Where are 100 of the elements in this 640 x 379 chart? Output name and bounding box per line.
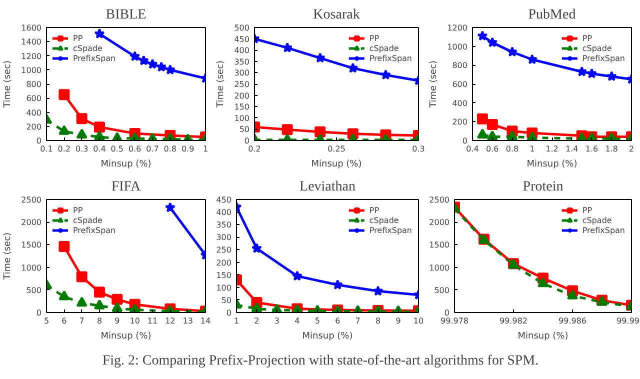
x-tick-label: 14 (200, 316, 211, 326)
legend-label: PrefixSpan (73, 225, 116, 235)
x-tick-label: 99.978 (440, 316, 469, 326)
y-tick-label: 200 (216, 258, 232, 268)
x-tick-label: 0.8 (164, 144, 177, 154)
y-tick-label: 1200 (21, 52, 42, 61)
y-tick-label: 300 (234, 68, 250, 78)
y-tick-label: 1500 (21, 240, 42, 250)
x-tick-label: 0.9 (181, 144, 194, 154)
y-tick-label: 250 (234, 80, 250, 89)
legend-label: PrefixSpan (582, 53, 625, 63)
point (94, 286, 105, 298)
x-tick-label: 0.2 (58, 144, 71, 154)
x-tick-label: 2 (254, 316, 260, 326)
point (58, 89, 70, 100)
x-tick-label: 10 (130, 316, 140, 326)
caption: Fig. 2: Comparing Prefix-Projection with state-of-the-art algorithms for SPM. (102, 354, 539, 368)
point (94, 300, 105, 310)
point (487, 37, 498, 48)
legend-label: PrefixSpan (369, 225, 412, 235)
x-tick-label: 5 (314, 316, 320, 326)
point (282, 124, 293, 136)
y-tick-label: 1000 (21, 263, 42, 272)
legend-label: cSpade (582, 215, 612, 225)
legend-label: cSpade (582, 43, 612, 53)
x-tick-label: 8 (96, 316, 102, 326)
x-tick-label: 4 (294, 316, 300, 326)
x-tick-label: 0.3 (75, 144, 88, 154)
y-tick-label: 200 (452, 118, 468, 127)
y-axis-title: Time (sec) (3, 60, 14, 109)
point (282, 42, 293, 52)
y-tick-label: 1400 (21, 38, 42, 47)
y-tick-label: 2500 (429, 196, 450, 204)
y-axis-title: Time (sec) (216, 60, 226, 109)
x-tick-label: 2 (628, 144, 634, 154)
y-tick-label: 800 (452, 61, 468, 70)
x-tick-label: 1 (234, 316, 240, 326)
point (58, 125, 70, 135)
chart-title: Leviathan (300, 180, 356, 194)
y-tick-label: 500 (234, 24, 250, 32)
y-tick-label: 350 (234, 57, 250, 66)
chart-title: PubMed (528, 8, 576, 22)
point (506, 46, 518, 57)
point (76, 296, 88, 307)
x-tick-label: 9 (396, 316, 401, 326)
legend-label: PP (369, 205, 380, 215)
y-tick-label: 450 (234, 34, 250, 44)
x-axis-title: Minsup (%) (526, 160, 578, 170)
y-tick-label: 150 (234, 102, 250, 112)
point (476, 128, 488, 138)
x-axis-title: Minsup (%) (311, 160, 362, 170)
y-tick-label: 150 (216, 270, 232, 280)
y-tick-label: 800 (26, 80, 42, 89)
point (292, 270, 302, 281)
point (567, 290, 578, 300)
x-tick-label: 0.7 (146, 144, 159, 154)
y-tick-label: 400 (234, 46, 250, 56)
x-tick-label: 8 (376, 316, 381, 326)
x-tick-label: 1.8 (605, 144, 618, 154)
x-tick-label: 1.2 (546, 144, 558, 154)
y-tick-label: 0 (226, 308, 232, 318)
y-tick-label: 300 (216, 233, 232, 242)
chart-title: Protein (522, 180, 564, 194)
y-tick-label: 1000 (21, 66, 42, 75)
x-tick-label: 0.6 (486, 144, 499, 154)
point (130, 50, 140, 62)
point (576, 66, 588, 76)
x-tick-label: 1 (202, 144, 208, 154)
y-tick-label: 1200 (447, 24, 468, 32)
legend-label: cSpade (73, 43, 102, 53)
legend-label: PP (582, 205, 594, 215)
x-tick-label: 7 (79, 316, 84, 326)
y-tick-label: 600 (26, 94, 42, 104)
y-tick-label: 400 (216, 208, 232, 218)
point (586, 68, 598, 78)
point (332, 279, 343, 290)
point (251, 242, 262, 254)
x-tick-label: 13 (182, 316, 193, 326)
point (526, 54, 538, 64)
y-axis-title: Time (sec) (3, 232, 14, 281)
x-tick-label: 9 (114, 316, 120, 326)
x-tick-label: 0.8 (506, 144, 519, 154)
chart-title: Kosarak (313, 8, 360, 22)
x-tick-label: 0.1 (40, 144, 53, 154)
point (477, 30, 488, 41)
y-tick-label: 100 (234, 114, 250, 123)
x-axis-title: Minsup (%) (518, 332, 568, 342)
x-tick-label: 1.6 (585, 144, 598, 154)
x-tick-label: 7 (355, 316, 360, 326)
x-tick-label: 1 (530, 144, 535, 154)
point (138, 55, 149, 66)
x-axis-title: Minsup (%) (100, 160, 152, 170)
point (372, 286, 384, 296)
point (314, 126, 326, 138)
legend-label: cSpade (73, 215, 102, 225)
y-tick-label: 0 (36, 136, 42, 146)
point (476, 113, 488, 124)
x-tick-label: 0.4 (466, 144, 479, 154)
y-tick-label: 500 (26, 286, 42, 295)
point (251, 302, 262, 312)
